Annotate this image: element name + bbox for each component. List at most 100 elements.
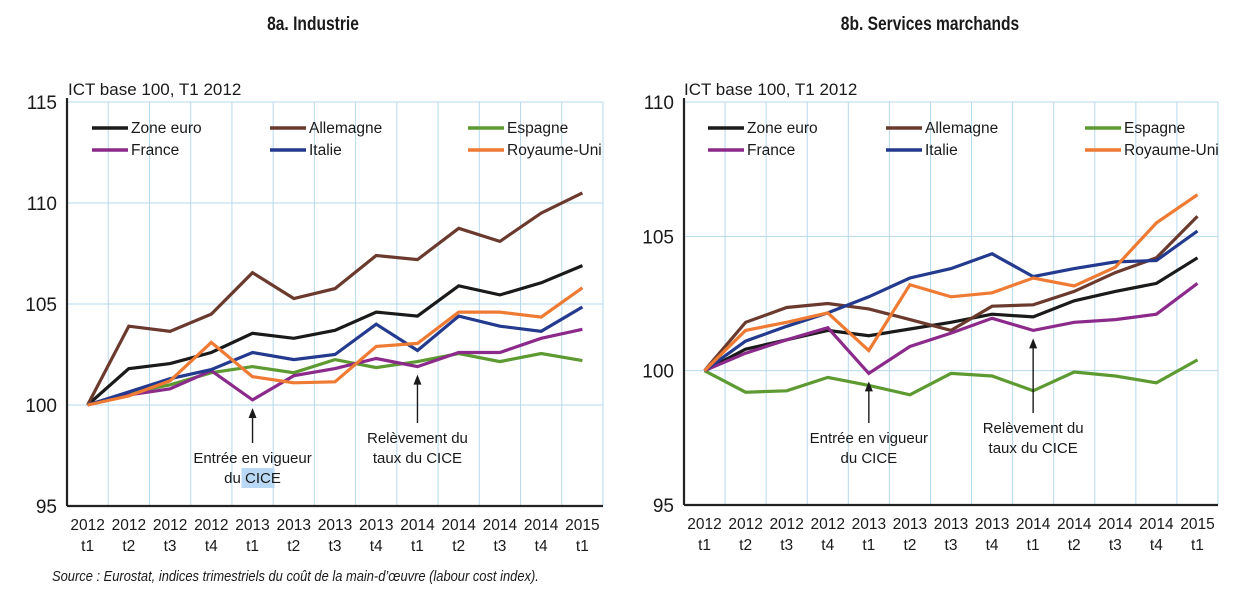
x-tick-label-quarter: t1 bbox=[1191, 537, 1204, 554]
x-tick-label-year: 2012 bbox=[728, 516, 762, 533]
x-tick-label-quarter: t4 bbox=[1150, 537, 1163, 554]
x-tick-label-quarter: t2 bbox=[903, 537, 916, 554]
x-tick-label-year: 2013 bbox=[359, 517, 393, 534]
legend-label: Italie bbox=[309, 142, 342, 159]
x-tick-label-quarter: t1 bbox=[246, 538, 259, 555]
y-tick-label: 115 bbox=[27, 93, 57, 114]
x-tick-label-year: 2014 bbox=[400, 517, 435, 534]
series-line-france bbox=[87, 327, 583, 407]
source-note: Source : Eurostat, indices trimestriels … bbox=[52, 568, 539, 585]
y-tick-label: 110 bbox=[644, 93, 674, 114]
x-tick-label-year: 2012 bbox=[811, 516, 845, 533]
x-tick-label-quarter: t1 bbox=[698, 537, 711, 554]
legend-label: Zone euro bbox=[131, 120, 202, 137]
series-line-royaume-uni bbox=[87, 286, 584, 407]
x-tick-label-quarter: t2 bbox=[122, 538, 135, 555]
annotation-text: taux du CICE bbox=[373, 450, 462, 467]
annotation-arrow-head bbox=[864, 381, 873, 392]
x-tick-label-year: 2012 bbox=[112, 517, 146, 534]
x-tick-label-year: 2013 bbox=[975, 516, 1009, 533]
x-tick-label-year: 2015 bbox=[565, 517, 599, 534]
annotation-text: taux du CICE bbox=[989, 440, 1078, 457]
x-tick-label-quarter: t2 bbox=[739, 537, 752, 554]
annotation-text: du CICE bbox=[840, 450, 897, 467]
x-tick-label-year: 2013 bbox=[277, 517, 311, 534]
x-tick-label-year: 2013 bbox=[934, 516, 968, 533]
y-axis-unit-label: ICT base 100, T1 2012 bbox=[684, 80, 857, 99]
annotation-arrow-head bbox=[413, 374, 422, 385]
x-tick-label-year: 2012 bbox=[153, 517, 187, 534]
x-tick-label-quarter: t2 bbox=[452, 538, 465, 555]
series-line-zone-euro bbox=[703, 256, 1199, 373]
legend-label: Allemagne bbox=[925, 120, 998, 137]
legend-label: Espagne bbox=[507, 120, 568, 137]
x-tick-label-year: 2014 bbox=[1057, 516, 1092, 533]
legend-label: France bbox=[131, 142, 179, 159]
x-tick-label-year: 2015 bbox=[1180, 516, 1214, 533]
legend-label: Royaume-Uni bbox=[1124, 142, 1219, 159]
x-tick-label-year: 2013 bbox=[318, 517, 352, 534]
x-tick-label-quarter: t1 bbox=[862, 537, 875, 554]
series-line-espagne bbox=[703, 358, 1199, 397]
x-tick-label-quarter: t3 bbox=[493, 538, 506, 555]
x-tick-label-quarter: t3 bbox=[329, 538, 342, 555]
y-tick-label: 100 bbox=[25, 396, 57, 417]
x-tick-label-year: 2013 bbox=[235, 517, 269, 534]
x-tick-label-quarter: t2 bbox=[287, 538, 300, 555]
x-tick-label-quarter: t1 bbox=[411, 538, 424, 555]
x-tick-label-year: 2013 bbox=[852, 516, 886, 533]
x-tick-label-year: 2014 bbox=[441, 517, 476, 534]
annotation-text: Entrée en vigueur bbox=[193, 450, 311, 467]
annotation-text: du CICE bbox=[224, 470, 281, 487]
legend-label: France bbox=[747, 142, 795, 159]
x-tick-label-year: 2013 bbox=[893, 516, 927, 533]
y-tick-label: 100 bbox=[642, 362, 674, 383]
y-tick-label: 95 bbox=[653, 496, 674, 517]
x-tick-label-year: 2014 bbox=[483, 517, 518, 534]
x-tick-label-year: 2014 bbox=[1016, 516, 1051, 533]
x-tick-label-year: 2012 bbox=[769, 516, 803, 533]
x-tick-label-quarter: t2 bbox=[1068, 537, 1081, 554]
legend-label: Zone euro bbox=[747, 120, 818, 137]
x-tick-label-quarter: t4 bbox=[821, 537, 834, 554]
y-tick-label: 105 bbox=[25, 295, 57, 316]
annotation-arrow-head bbox=[248, 407, 257, 418]
legend-label: Royaume-Uni bbox=[507, 142, 602, 159]
series-line-italie bbox=[703, 229, 1199, 372]
x-tick-label-quarter: t4 bbox=[370, 538, 383, 555]
series-line-allemagne bbox=[703, 215, 1199, 372]
x-tick-label-quarter: t3 bbox=[1109, 537, 1122, 554]
chart-b-title: 8b. Services marchands bbox=[840, 14, 1020, 35]
x-tick-label-quarter: t3 bbox=[780, 537, 793, 554]
legend-label: Espagne bbox=[1124, 120, 1185, 137]
x-tick-label-year: 2014 bbox=[524, 517, 559, 534]
x-tick-label-quarter: t4 bbox=[535, 538, 548, 555]
x-tick-label-quarter: t1 bbox=[81, 538, 94, 555]
x-tick-label-quarter: t1 bbox=[1027, 537, 1040, 554]
text-selection-highlight bbox=[241, 468, 275, 488]
x-tick-label-year: 2012 bbox=[70, 517, 104, 534]
series-line-france bbox=[703, 282, 1199, 376]
annotation-text: Relèvement du bbox=[367, 430, 468, 447]
chart-a-title: 8a. Industrie bbox=[267, 14, 359, 35]
x-tick-label-year: 2014 bbox=[1139, 516, 1174, 533]
x-tick-label-year: 2012 bbox=[194, 517, 228, 534]
chart-a: 95 100 105 110 115 ICT base 100, T1 2012 2012 t… bbox=[25, 80, 604, 555]
x-tick-label-year: 2012 bbox=[687, 516, 721, 533]
x-tick-label-quarter: t1 bbox=[576, 538, 589, 555]
series-line-espagne bbox=[87, 351, 583, 407]
series-line-royaume-uni bbox=[703, 193, 1199, 372]
x-tick-label-year: 2014 bbox=[1098, 516, 1133, 533]
series-line-zone-euro bbox=[86, 264, 584, 407]
x-tick-label-quarter: t3 bbox=[164, 538, 177, 555]
legend-label: Italie bbox=[925, 142, 958, 159]
x-tick-label-quarter: t3 bbox=[945, 537, 958, 554]
x-tick-label-quarter: t4 bbox=[205, 538, 218, 555]
y-tick-label: 105 bbox=[642, 227, 674, 248]
chart-b: 95 100 105 110 ICT base 100, T1 2012 2012 t1 20… bbox=[642, 80, 1218, 554]
series-line-allemagne bbox=[86, 191, 584, 406]
y-tick-label: 95 bbox=[36, 497, 57, 518]
y-axis-unit-label: ICT base 100, T1 2012 bbox=[68, 80, 241, 99]
annotation-text: Entrée en vigueur bbox=[810, 430, 928, 447]
